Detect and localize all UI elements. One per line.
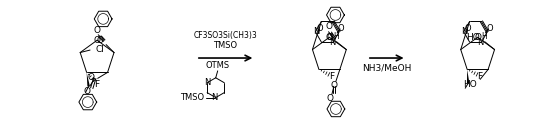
Text: OTMS: OTMS <box>206 61 229 70</box>
Text: O: O <box>474 33 481 42</box>
Text: O: O <box>330 81 337 90</box>
Text: N: N <box>212 93 218 102</box>
Text: TMSO: TMSO <box>213 41 238 50</box>
Text: O: O <box>93 36 101 45</box>
Text: N: N <box>329 38 336 47</box>
Text: HO: HO <box>463 80 477 89</box>
Text: N: N <box>477 38 484 47</box>
Text: F: F <box>329 72 335 81</box>
Text: Cl: Cl <box>95 45 104 54</box>
Text: F: F <box>477 72 483 81</box>
Text: O: O <box>326 94 333 103</box>
Text: O: O <box>338 24 345 33</box>
Text: NH3/MeOH: NH3/MeOH <box>362 63 411 72</box>
Text: N: N <box>313 27 320 36</box>
Text: HO: HO <box>466 33 480 42</box>
Text: O: O <box>316 24 323 33</box>
Text: O: O <box>486 24 493 33</box>
Text: TMSO: TMSO <box>180 93 204 102</box>
Text: O: O <box>326 33 333 42</box>
Text: O: O <box>326 33 333 42</box>
Polygon shape <box>467 69 469 83</box>
Text: O: O <box>465 24 471 33</box>
Text: O: O <box>84 87 90 96</box>
Text: CF3SO3Si(CH3)3: CF3SO3Si(CH3)3 <box>194 31 258 40</box>
Text: O: O <box>88 73 95 82</box>
Text: N: N <box>462 27 468 36</box>
Text: H: H <box>333 32 339 41</box>
Text: O: O <box>326 22 333 31</box>
Text: F: F <box>94 80 99 89</box>
Text: O: O <box>93 26 101 35</box>
Text: N: N <box>204 78 210 87</box>
Text: H: H <box>482 32 487 41</box>
Text: O: O <box>96 36 103 45</box>
Polygon shape <box>87 72 90 86</box>
